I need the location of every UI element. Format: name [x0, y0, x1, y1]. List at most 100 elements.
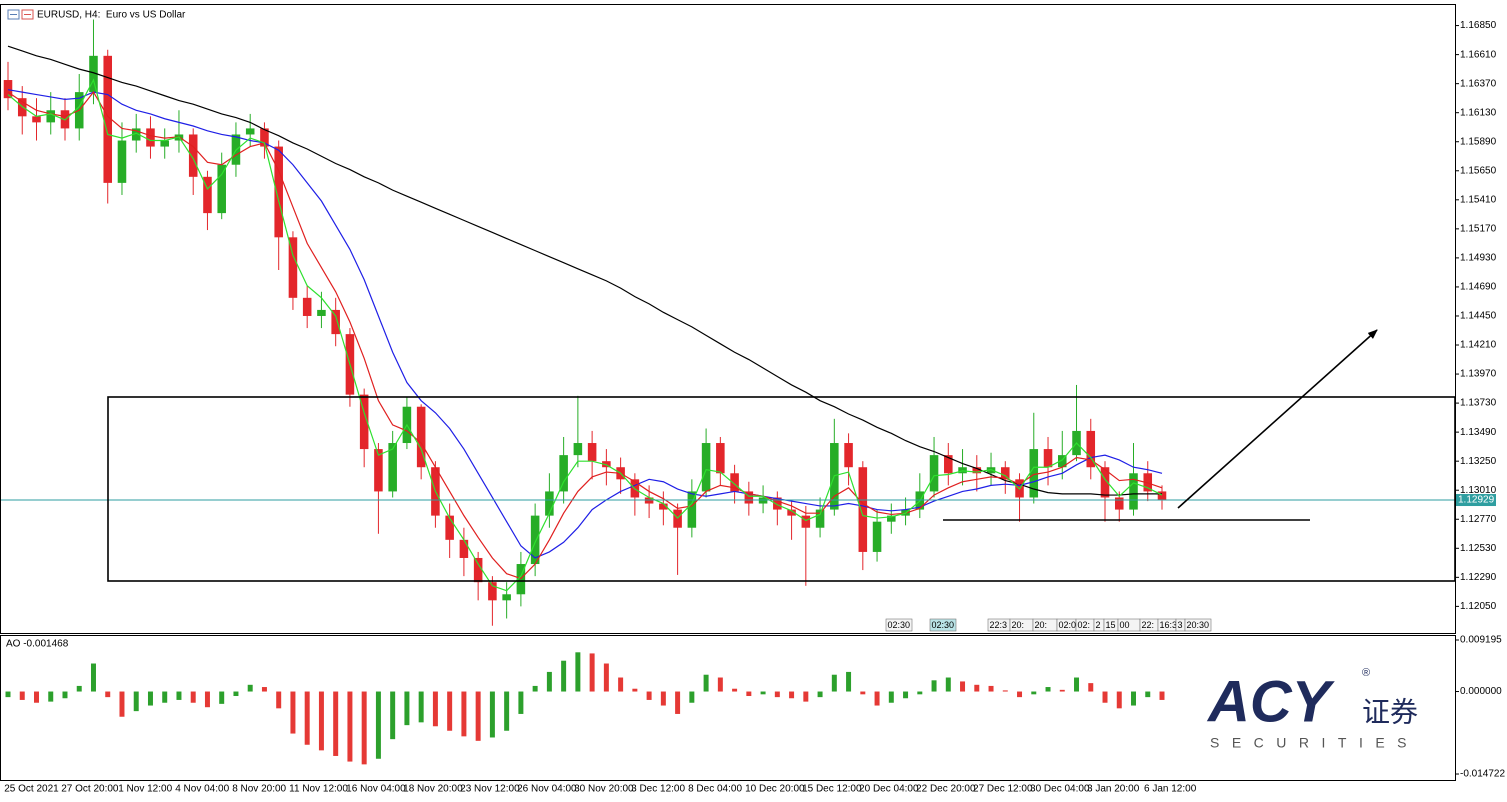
- ao-bar: [646, 691, 652, 700]
- moving-average: [7, 78, 1163, 592]
- y-tick-label: 1.14210: [1460, 340, 1497, 351]
- candle-body: [1057, 455, 1067, 468]
- candle-body: [730, 473, 739, 492]
- user-drawings: [107, 329, 1456, 582]
- x-tick-label: 8 Nov 20:00: [232, 784, 286, 795]
- y-tick-label: 1.16370: [1460, 78, 1497, 89]
- ao-bar: [931, 680, 937, 692]
- ao-bar: [1116, 691, 1122, 709]
- ao-bar: [618, 677, 624, 692]
- time-mark: 15: [1106, 620, 1116, 630]
- candle-body: [801, 515, 811, 528]
- time-mark: 20:: [1035, 620, 1048, 630]
- candle-body: [317, 309, 326, 316]
- time-mark: 2: [1096, 620, 1101, 630]
- candle-body: [773, 497, 782, 510]
- y-tick-label: 0.000000: [1460, 686, 1502, 697]
- ao-bar: [732, 688, 738, 692]
- candle-body: [872, 521, 882, 552]
- symbol-title: EURUSD, H4: Euro vs US Dollar: [37, 10, 186, 21]
- ao-bar: [119, 691, 125, 717]
- x-tick-label: 8 Dec 04:00: [688, 784, 742, 795]
- candle-body: [274, 146, 283, 238]
- candle-body: [146, 128, 155, 147]
- ao-bar: [461, 691, 467, 737]
- candle-body: [302, 297, 312, 316]
- ao-bar: [717, 677, 723, 692]
- candle-body: [844, 443, 853, 468]
- ao-bar: [190, 691, 196, 703]
- ao-bar: [390, 691, 396, 740]
- candle-body: [502, 594, 511, 601]
- candle-body: [1157, 491, 1167, 501]
- ao-bar: [204, 691, 210, 708]
- candle-body: [1114, 497, 1124, 510]
- candle-body: [488, 582, 497, 601]
- time-mark-box: [1184, 618, 1212, 632]
- ao-bar: [504, 691, 510, 731]
- y-tick-label: 1.13490: [1460, 427, 1497, 438]
- ao-bar: [361, 691, 367, 765]
- ao-bar: [974, 684, 980, 692]
- ao-bar: [831, 674, 837, 692]
- ao-bar: [546, 671, 552, 692]
- candle-body: [1100, 467, 1110, 498]
- ao-bar: [90, 663, 96, 692]
- y-tick-label: 1.15890: [1460, 136, 1497, 147]
- time-mark-box: [929, 618, 957, 632]
- x-tick-label: 3 Dec 12:00: [631, 784, 685, 795]
- logo-cn: 证券: [1362, 696, 1418, 727]
- candle-body: [473, 557, 483, 583]
- ao-bar: [176, 691, 182, 700]
- candle-body: [972, 467, 982, 474]
- ao-bar: [603, 663, 609, 692]
- ao-bar: [561, 660, 567, 692]
- candle-body: [587, 443, 597, 462]
- ao-bar: [960, 681, 966, 692]
- ao-bar: [147, 691, 153, 706]
- time-mark: 20:30: [1187, 620, 1210, 630]
- time-mark: 3: [1178, 620, 1183, 630]
- candle-body: [288, 237, 298, 298]
- ao-bar: [62, 691, 68, 699]
- candle-body: [260, 128, 269, 147]
- candle-body: [929, 455, 939, 492]
- ao-bar: [48, 691, 54, 702]
- candle-body: [545, 491, 554, 516]
- moving-average: [7, 45, 1162, 496]
- x-tick-label: 1 Nov 12:00: [118, 784, 172, 795]
- candle-body: [416, 406, 426, 468]
- ao-bar: [447, 691, 453, 731]
- ao-bar: [105, 691, 111, 698]
- candle-body: [887, 515, 896, 522]
- x-tick-label: 4 Nov 04:00: [175, 784, 229, 795]
- y-tick-label: 1.12050: [1460, 601, 1497, 612]
- ao-bar: [133, 691, 139, 712]
- ao-bar: [318, 691, 324, 751]
- ao-bar: [333, 691, 339, 756]
- moving-average: [7, 91, 1163, 580]
- ao-bar: [5, 691, 11, 698]
- candle-body: [1029, 449, 1039, 498]
- ao-bar: [1088, 683, 1094, 692]
- x-tick-label: 25 Oct 2021: [4, 784, 59, 795]
- x-tick-label: 11 Nov 12:00: [289, 784, 348, 795]
- ao-bar: [860, 691, 866, 695]
- candle-body: [245, 128, 255, 135]
- ao-bar: [1002, 690, 1008, 692]
- ao-bar: [846, 671, 852, 692]
- y-tick-label: 1.16610: [1460, 49, 1497, 60]
- candle-body: [46, 110, 56, 123]
- candle-body: [1086, 430, 1096, 468]
- logo-sub: SECURITIES: [1210, 735, 1419, 751]
- y-tick-label: 1.16130: [1460, 107, 1497, 118]
- x-tick-label: 23 Nov 12:00: [460, 784, 520, 795]
- y-tick-label: 1.13970: [1460, 369, 1497, 380]
- price-panel-frame: [0, 4, 1456, 634]
- candle-body: [744, 491, 754, 504]
- ao-bar: [347, 691, 353, 762]
- x-tick-label: 30 Nov 20:00: [574, 784, 634, 795]
- candle-body: [374, 449, 383, 492]
- y-tick-label: 0.009195: [1460, 635, 1502, 646]
